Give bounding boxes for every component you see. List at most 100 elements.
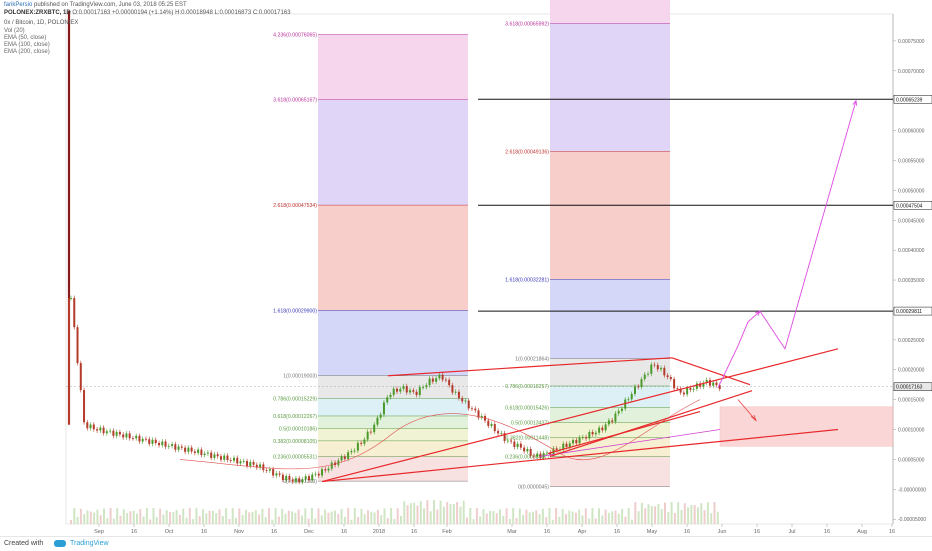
ohlc-values: O:0.00017163 +0.00000194 (+1.14%) H:0.00… [72,10,291,16]
candle-body [454,391,457,393]
candle-body [249,462,252,466]
volume-bar [459,506,462,524]
candle-body [604,424,607,431]
candle-body [187,447,190,452]
trendline [671,357,751,386]
volume-bar [680,509,683,524]
x-tick-label: 16 [201,529,207,535]
indicator-ema50[interactable]: EMA (50, close) [4,35,47,41]
volume-bar [677,502,680,524]
y-tick-label: 0.00055000 [898,158,925,164]
candle-body [118,431,121,435]
volume-bar [142,516,145,524]
indicator-ema200[interactable]: EMA (200, close) [4,49,50,55]
candle-body [386,397,389,403]
candle-body [503,433,506,441]
candle-body [630,393,633,400]
candle-body [431,378,434,382]
volume-bar [670,502,673,524]
candle-body [314,473,317,475]
candle-body [311,474,314,481]
volume-bar [499,509,501,524]
candle-body [497,431,500,434]
volume-bar [211,511,214,524]
volume-bar [231,508,234,524]
y-tick-label: 0.00005000 [898,457,925,463]
volume-bar [317,508,320,524]
candle-body [236,457,239,464]
volume-bar [409,503,412,524]
volume-bar [376,509,379,524]
candle-body [70,297,72,299]
y-tick-label: 0.00070000 [898,69,925,75]
candle-body [682,392,685,395]
volume-bar [433,500,435,524]
volume-bar [396,508,399,524]
candle-body [347,452,350,459]
candle-body [545,452,548,454]
tradingview-link[interactable]: TradingView [70,540,109,547]
projection-arrow [717,310,761,388]
candle-body [115,431,118,436]
volume-bar [83,514,86,524]
candle-body [467,400,470,409]
volume-bar [228,519,231,524]
candle-body [415,391,418,396]
price-level-tag [893,382,932,391]
volume-bar [73,508,76,524]
y-tick-label: 0.00045000 [898,218,925,224]
candle-body [79,363,82,391]
symbol-label: POLONEX:ZRXBTC, 1D [4,10,71,16]
down-arrow [737,399,757,421]
volume-bar [489,510,492,524]
x-tick-label: Jun [718,529,727,535]
indicator-ema100[interactable]: EMA (100, close) [4,42,50,48]
x-tick-label: 16 [889,529,895,535]
volume-bar [136,513,138,524]
fib-right-band [550,279,670,359]
candle-body [555,448,558,451]
fib-right-band [550,422,670,438]
volume-bar [598,508,600,524]
candle-body [392,388,395,395]
volume-bar [185,517,188,524]
volume-bar [258,514,261,524]
trendline [321,348,839,483]
author-link[interactable]: farikPersio [4,2,33,8]
volume-bar [327,512,330,524]
indicator-vol[interactable]: Vol (20) [4,28,25,34]
volume-bar [565,513,567,524]
fib-left-level-label: 0(0.00001369) [283,479,317,485]
candle-body [438,374,441,379]
candle-body [572,440,575,444]
volume-bar [274,508,277,524]
volume-bar [604,509,607,524]
volume-bar [363,514,366,524]
candle-body [585,437,588,439]
candle-body [154,439,157,443]
volume-bar [165,510,168,524]
volume-bar [169,511,171,524]
volume-bar [413,502,416,524]
candle-body [656,365,659,370]
volume-bar [555,508,558,524]
fib-right-level-label: 0.236(0.00008987) [505,454,549,460]
ema-line [179,399,701,470]
volume-bar [607,512,610,524]
candle-body [226,455,229,461]
volume-bar [456,502,459,524]
candle-body [356,442,359,451]
volume-bar [423,508,426,524]
candle-body [422,387,425,388]
volume-bar [360,508,363,524]
candle-body [402,386,405,389]
candle-body [350,451,353,453]
candle-body [158,442,161,446]
candle-body [448,379,451,386]
fib-left-band [318,398,468,416]
volume-bar [367,510,369,524]
volume-bar [343,516,346,524]
candle-body [304,476,307,480]
candle-body [281,474,284,480]
